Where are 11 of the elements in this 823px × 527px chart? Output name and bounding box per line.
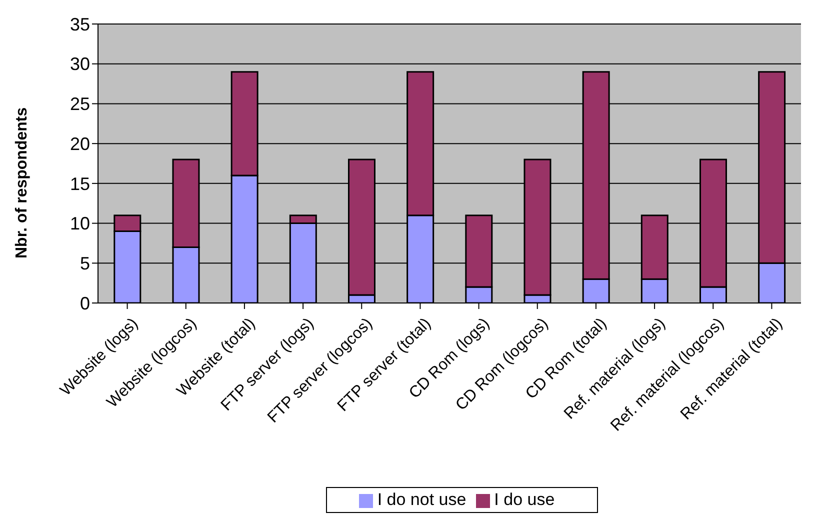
y-tick-label: 5 bbox=[80, 254, 90, 274]
y-tick-label: 0 bbox=[80, 293, 90, 314]
y-tick-label: 10 bbox=[70, 214, 90, 234]
y-tick-label: 25 bbox=[70, 94, 90, 114]
y-tick-label: 35 bbox=[70, 14, 90, 34]
legend-label: I do use bbox=[494, 490, 555, 509]
y-axis-title: Nbr. of respondents bbox=[14, 107, 31, 258]
y-tick-label: 20 bbox=[70, 134, 90, 154]
y-tick-label: 30 bbox=[70, 54, 90, 74]
y-tick-label: 15 bbox=[70, 174, 90, 194]
legend-label: I do not use bbox=[377, 490, 466, 509]
